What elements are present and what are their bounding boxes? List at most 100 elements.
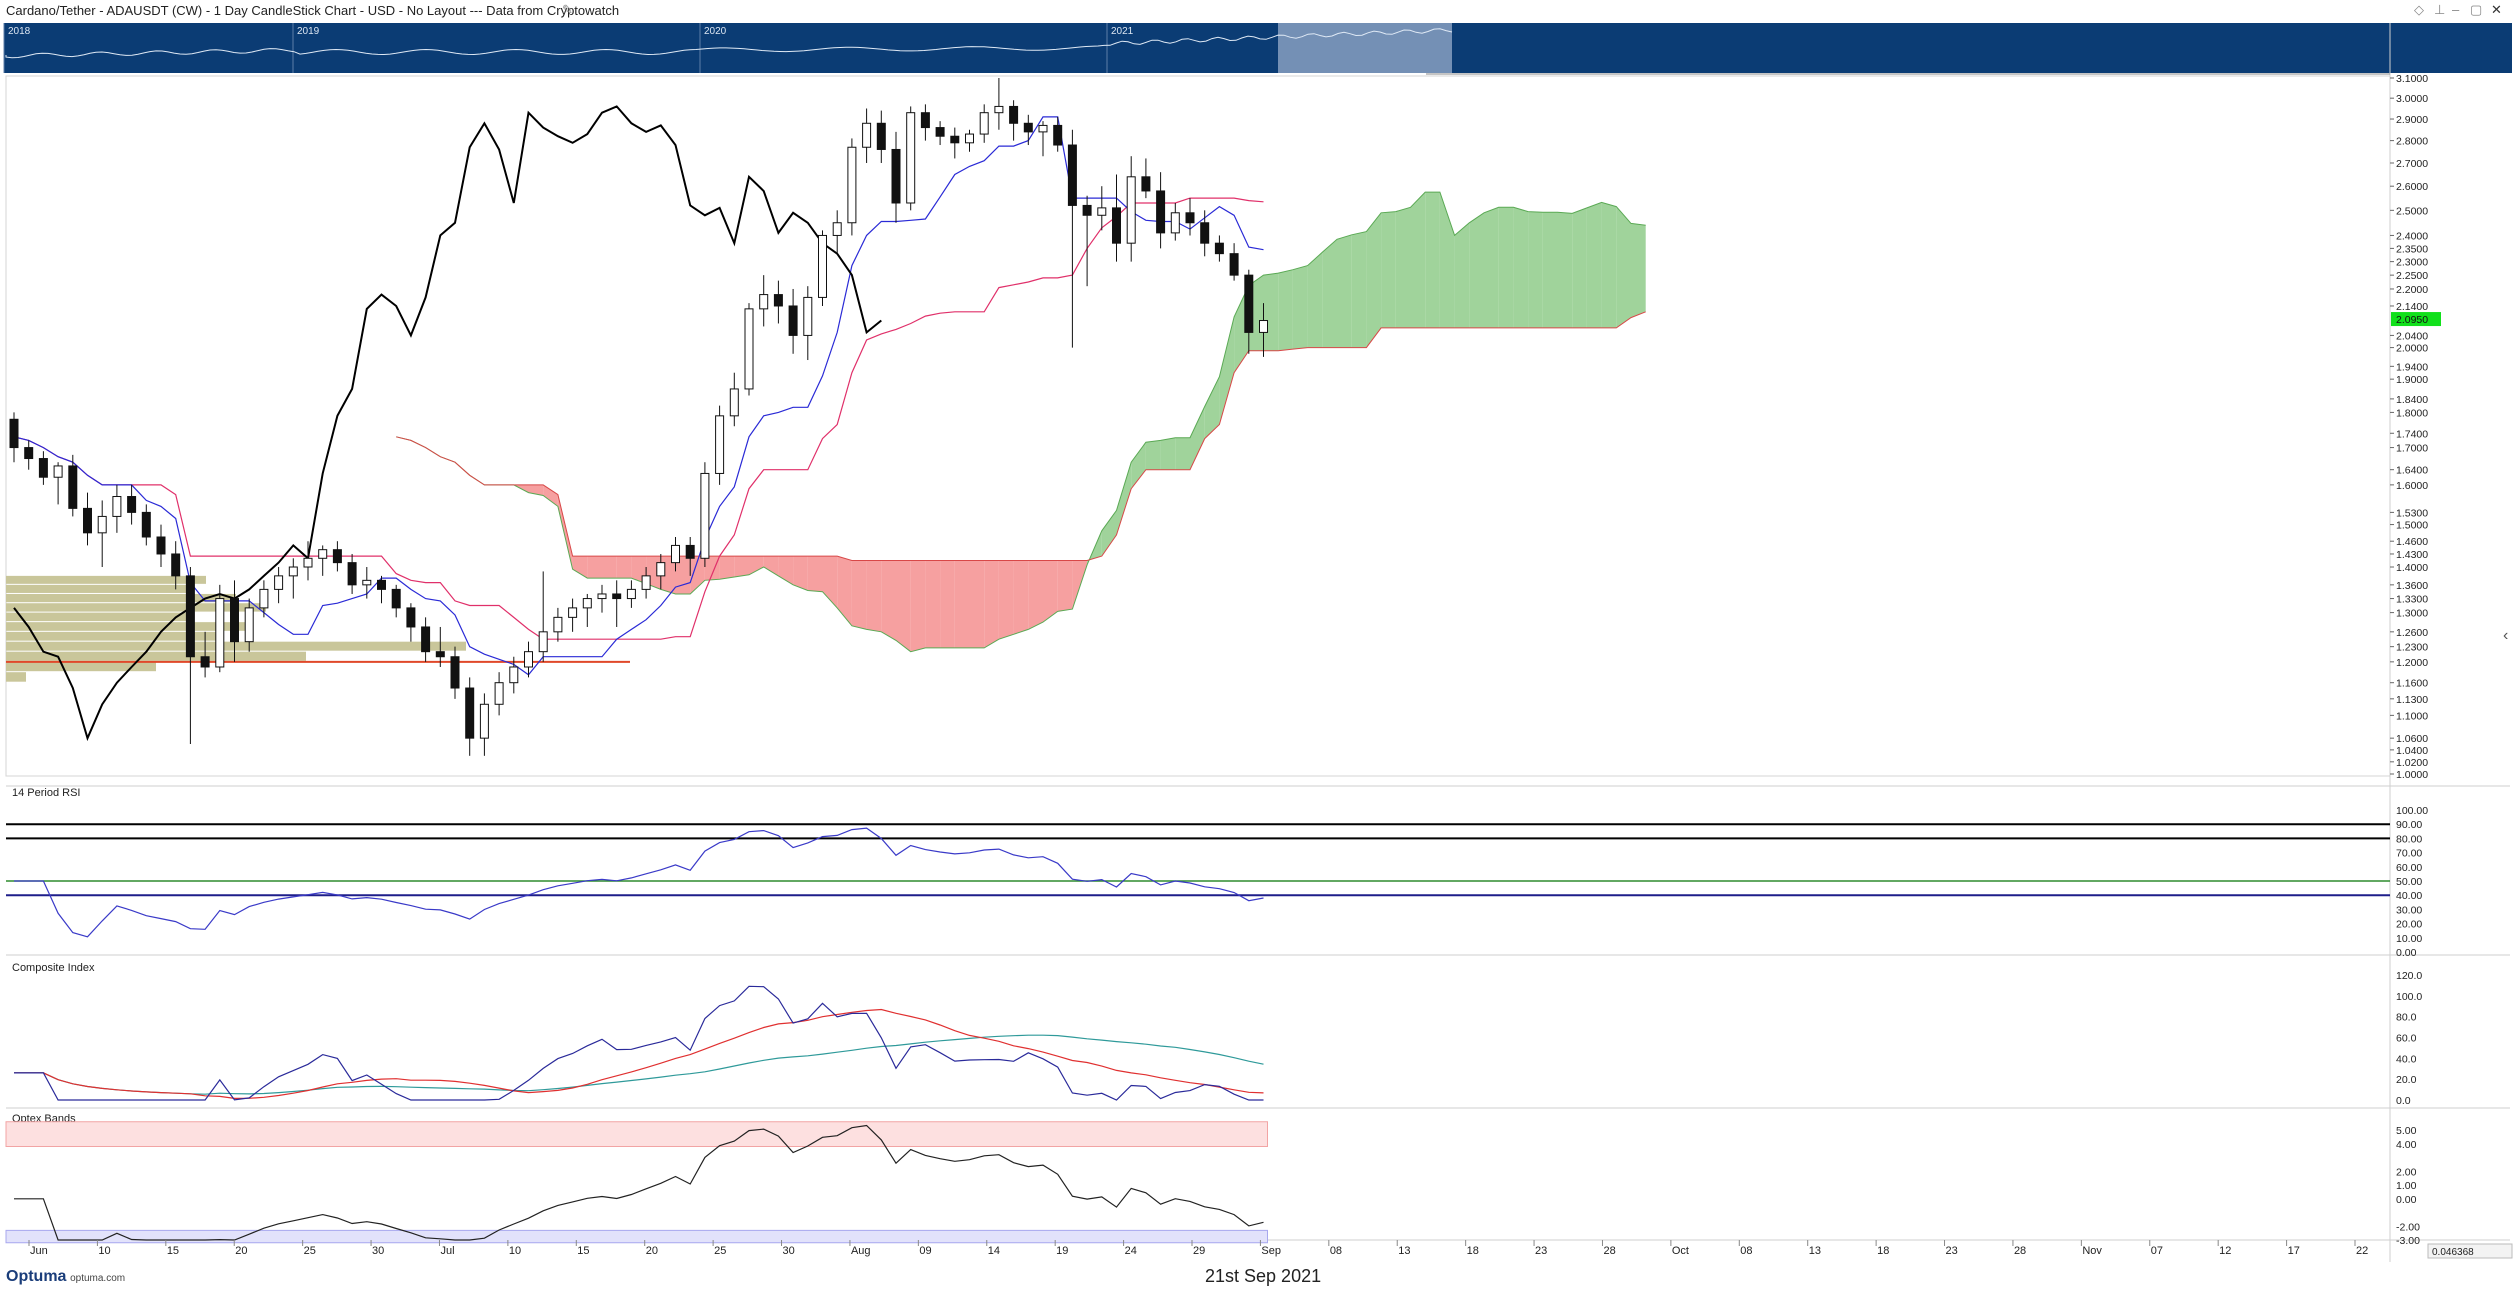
x-axis-label: 19	[1056, 1245, 1068, 1257]
volume-profile-bar	[6, 612, 186, 622]
ichimoku-cloud-segment	[1057, 560, 1073, 612]
rsi-axis-label: 10.00	[2396, 933, 2422, 945]
optuma-logo: Optuma optuma.com	[6, 1268, 125, 1286]
composite-axis-label: 100.0	[2396, 991, 2422, 1003]
candle-body	[303, 557, 313, 568]
ichimoku-cloud-segment	[1145, 440, 1161, 470]
candle-body	[97, 515, 107, 534]
candle-body	[1009, 105, 1019, 124]
volume-profile-bar	[6, 603, 266, 612]
x-axis-label: 10	[509, 1245, 521, 1257]
x-axis-label: 25	[714, 1245, 726, 1257]
rsi-axis-label: 40.00	[2396, 890, 2422, 902]
ichimoku-cloud-segment	[616, 556, 632, 579]
ichimoku-cloud-segment	[1469, 212, 1484, 328]
ichimoku-cloud-segment	[1586, 202, 1602, 328]
ichimoku-cloud-segment	[940, 560, 955, 648]
candle-body	[53, 465, 63, 478]
ichimoku-cloud-segment	[1116, 462, 1132, 535]
x-axis-label: 18	[1467, 1245, 1479, 1257]
ichimoku-cloud-segment	[954, 560, 970, 648]
pin-icon[interactable]: ⊥	[2434, 2, 2446, 17]
candle-body	[332, 549, 342, 564]
ichimoku-cloud-segment	[557, 494, 573, 570]
rsi-axis-label: 100.00	[2396, 805, 2428, 817]
candle-body	[906, 112, 916, 204]
navigator-window	[1278, 23, 1452, 73]
diamond-icon[interactable]: ◇	[2414, 2, 2424, 17]
candle-body	[230, 598, 239, 643]
price-axis-label: 1.6400	[2396, 465, 2428, 477]
ichimoku-cloud-segment	[763, 556, 779, 576]
candle-body	[597, 593, 607, 600]
rsi-axis-label: 90.00	[2396, 819, 2422, 831]
volume-profile-bar	[6, 672, 26, 682]
candle-body	[1185, 212, 1195, 224]
ichimoku-cloud-segment	[1307, 252, 1323, 348]
x-axis-label: 28	[1603, 1245, 1615, 1257]
candle-body	[1082, 204, 1092, 216]
x-axis-label: 13	[1809, 1245, 1821, 1257]
price-axis-label: 1.2000	[2396, 657, 2428, 669]
edit-pencil-icon[interactable]: ✎	[562, 2, 573, 17]
candle-body	[362, 579, 372, 586]
price-axis-label: 1.6000	[2396, 480, 2428, 492]
candle-body	[171, 553, 181, 577]
candle-body	[244, 607, 254, 643]
logo-url: optuma.com	[70, 1273, 126, 1284]
candle-body	[568, 607, 578, 618]
ichimoku-cloud-segment	[866, 560, 882, 632]
ichimoku-cloud-segment	[1528, 211, 1543, 328]
price-axis-label: 1.8400	[2396, 394, 2428, 406]
ichimoku-cloud-segment	[1557, 212, 1573, 328]
ichimoku-cloud-segment	[1616, 206, 1631, 328]
ichimoku-cloud-segment	[1631, 223, 1646, 318]
candle-body	[612, 593, 622, 600]
rsi-axis-label: 30.00	[2396, 904, 2422, 916]
ichimoku-cloud-segment	[910, 560, 926, 652]
optex-axis-label: 4.00	[2396, 1139, 2417, 1151]
ichimoku-cloud-segment	[822, 556, 838, 608]
price-axis-label: 1.4000	[2396, 562, 2428, 574]
restore-icon[interactable]: ▢	[2470, 2, 2483, 17]
price-axis-label: 2.7000	[2396, 158, 2428, 170]
ichimoku-cloud-segment	[1131, 442, 1146, 489]
x-axis-label: 14	[988, 1245, 1000, 1257]
ichimoku-cloud-segment	[1498, 207, 1514, 328]
last-price-label: 2.0950	[2396, 314, 2428, 326]
close-icon[interactable]: ✕	[2491, 2, 2502, 17]
navigator-year-label: 2020	[704, 26, 727, 37]
candle-body	[450, 656, 460, 689]
price-axis-label: 2.6000	[2396, 181, 2428, 193]
x-axis-label: 15	[577, 1245, 589, 1257]
ichimoku-cloud-segment	[587, 556, 602, 579]
candle-body	[994, 105, 1004, 114]
ichimoku-cloud-segment	[749, 556, 764, 575]
ichimoku-cloud-segment	[1175, 437, 1190, 470]
rsi-axis-label: 20.00	[2396, 919, 2422, 931]
price-axis-label: 1.0600	[2396, 733, 2428, 745]
ichimoku-cloud-segment	[984, 560, 999, 648]
senkou-span-a-line	[396, 191, 1646, 653]
x-axis-label: 13	[1398, 1245, 1410, 1257]
minimize-icon[interactable]: –	[2452, 2, 2460, 17]
price-axis-label: 1.9400	[2396, 361, 2428, 373]
x-axis-label: 17	[2288, 1245, 2300, 1257]
price-axis-label: 1.3300	[2396, 594, 2428, 606]
volume-profile-bar	[6, 641, 466, 651]
x-axis-label: Oct	[1672, 1245, 1689, 1257]
price-axis-label: 1.2300	[2396, 642, 2428, 654]
candle-body	[1097, 207, 1107, 216]
side-panel-toggle-icon: ‹	[2503, 627, 2508, 644]
ichimoku-cloud-segment	[704, 556, 720, 581]
candle-body	[318, 549, 328, 559]
price-axis-label: 1.4300	[2396, 549, 2428, 561]
senkou-span-b-line	[396, 311, 1646, 561]
ichimoku-cloud-segment	[572, 556, 588, 579]
rsi-line	[14, 827, 1264, 938]
candle-body	[876, 122, 886, 150]
price-axis-label: 1.7000	[2396, 443, 2428, 455]
candle-body	[920, 112, 930, 129]
